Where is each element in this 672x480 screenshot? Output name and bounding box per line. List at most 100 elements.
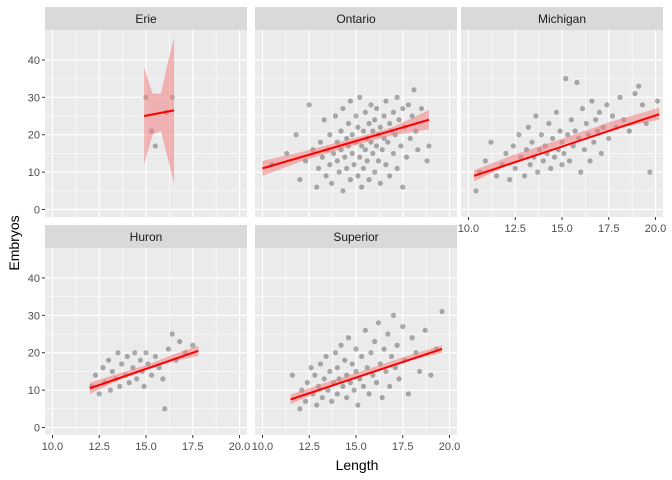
- data-point: [344, 395, 350, 401]
- data-point: [368, 350, 374, 356]
- facet-strip: [255, 225, 457, 248]
- data-point: [418, 105, 425, 112]
- y-tick-label: 0: [34, 205, 40, 217]
- data-point: [344, 165, 350, 171]
- data-point: [345, 335, 352, 341]
- facet-superior: Superior: [255, 225, 457, 435]
- data-point: [604, 102, 610, 108]
- data-point: [332, 113, 339, 119]
- data-point: [336, 169, 342, 175]
- data-point: [561, 150, 567, 157]
- data-point: [370, 128, 376, 134]
- data-point: [293, 132, 299, 138]
- data-point: [400, 184, 406, 190]
- data-point: [289, 372, 296, 378]
- data-point: [373, 143, 380, 149]
- data-point: [525, 124, 531, 130]
- data-point: [317, 139, 324, 145]
- confidence-ribbon: [474, 107, 660, 182]
- data-point: [109, 368, 115, 375]
- data-point: [351, 162, 357, 168]
- facet-ontario: Ontario: [255, 7, 457, 217]
- facet-strip: [461, 7, 663, 30]
- data-point: [647, 169, 653, 175]
- data-point: [332, 350, 339, 356]
- data-point: [338, 128, 344, 134]
- x-tick-label: 15.0: [345, 441, 366, 453]
- data-point: [349, 132, 355, 138]
- data-point: [551, 154, 558, 160]
- data-point: [342, 357, 348, 363]
- y-tick-label: 40: [28, 273, 40, 285]
- data-point: [426, 143, 432, 149]
- x-axis-title: Length: [336, 457, 379, 473]
- data-point: [409, 335, 415, 341]
- data-point: [415, 147, 421, 153]
- data-point: [540, 158, 546, 164]
- data-point: [405, 391, 411, 397]
- data-point: [379, 147, 385, 153]
- data-point: [359, 143, 365, 149]
- data-point: [510, 143, 516, 149]
- data-point: [119, 361, 125, 367]
- data-point: [160, 376, 166, 382]
- data-point: [364, 158, 370, 164]
- data-point: [527, 162, 533, 168]
- trend-line: [473, 113, 660, 177]
- trend-line: [262, 118, 430, 170]
- data-point: [428, 372, 434, 378]
- data-point: [473, 188, 479, 194]
- data-point: [512, 165, 518, 171]
- y-tick-label: 10: [28, 385, 40, 397]
- data-point: [394, 94, 400, 100]
- data-point: [373, 105, 380, 112]
- data-point: [319, 154, 325, 160]
- y-tick-label: 0: [34, 423, 40, 435]
- data-point: [535, 169, 541, 175]
- data-point: [383, 98, 389, 104]
- data-point: [297, 406, 303, 412]
- data-point: [156, 365, 162, 371]
- data-point: [169, 331, 175, 337]
- data-point: [596, 109, 603, 115]
- data-point: [529, 139, 535, 145]
- data-point: [403, 154, 410, 160]
- data-point: [297, 177, 303, 183]
- data-point: [563, 76, 569, 82]
- data-point: [583, 120, 589, 127]
- data-point: [165, 346, 172, 352]
- data-point: [381, 346, 387, 352]
- data-point: [323, 173, 329, 179]
- data-point: [284, 150, 290, 157]
- data-point: [398, 143, 404, 149]
- data-point: [375, 320, 382, 326]
- data-point: [359, 353, 365, 360]
- data-point: [400, 105, 406, 112]
- x-tick-label: 12.5: [505, 223, 526, 235]
- data-point: [319, 395, 325, 401]
- data-point: [325, 387, 331, 393]
- facet-strip-label: Ontario: [336, 12, 376, 26]
- data-point: [507, 177, 513, 183]
- facet-huron: Huron: [45, 225, 247, 435]
- data-point: [598, 150, 604, 157]
- facet-strip-label: Michigan: [538, 12, 586, 26]
- data-point: [366, 391, 372, 397]
- data-point: [353, 346, 359, 352]
- data-point: [606, 135, 612, 142]
- data-point: [416, 368, 423, 375]
- data-point: [424, 158, 430, 164]
- data-point: [394, 342, 400, 348]
- data-point: [126, 380, 132, 386]
- trend-line: [290, 348, 443, 401]
- data-point: [390, 109, 397, 115]
- data-point: [372, 169, 378, 175]
- data-point: [132, 350, 138, 356]
- axes: 0 10 20 30 40 10.0 12.5 15.0 17.5 20.0 0 10 20 30 40 10…: [28, 55, 666, 453]
- data-point: [329, 398, 335, 404]
- trend-line: [143, 109, 175, 118]
- data-point: [306, 102, 312, 108]
- data-point: [503, 150, 509, 157]
- data-point: [342, 154, 348, 160]
